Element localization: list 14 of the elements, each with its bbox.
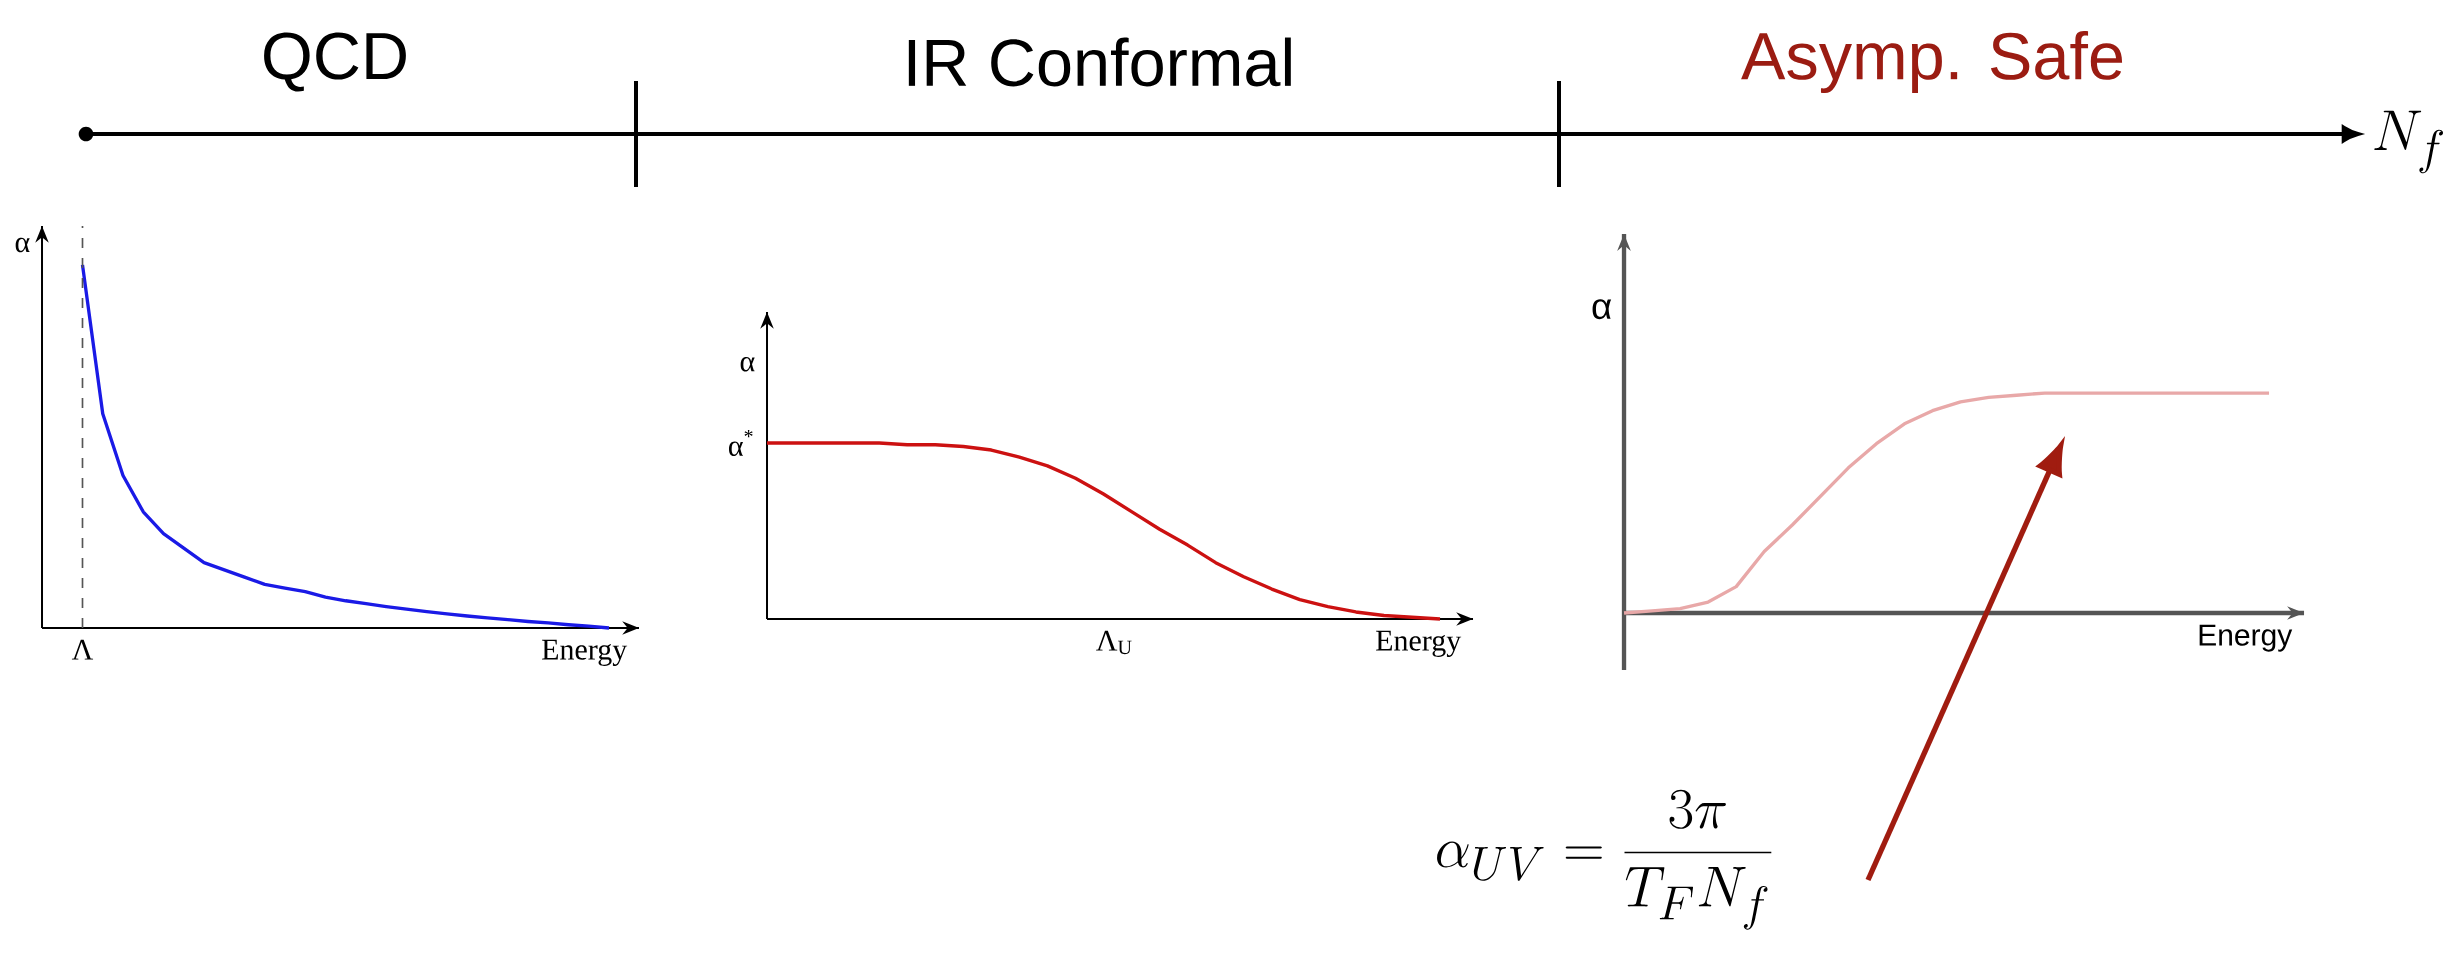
y-axis-title: α [15,237,30,253]
x-axis-title: Energy [2199,624,2293,652]
text: Λ [71,639,94,660]
text: Asymp. Safe [1741,30,2123,94]
text: α$^{*}$ [729,429,753,457]
x-axis-title: Energy [542,639,628,666]
text: $N_f$ [2374,110,2444,174]
text: Λ$_{U}$ [1096,630,1132,655]
text: QCD [264,32,406,92]
text: $\alpha_{UV} = \frac{3\pi}{T_F N_f}$ [1437,789,1772,930]
x-axis-title: Energy [1376,630,1462,657]
y-axis-title: α [1592,299,1612,320]
text: IR Conformal [908,37,1291,87]
y-axis-title: α [740,357,755,372]
